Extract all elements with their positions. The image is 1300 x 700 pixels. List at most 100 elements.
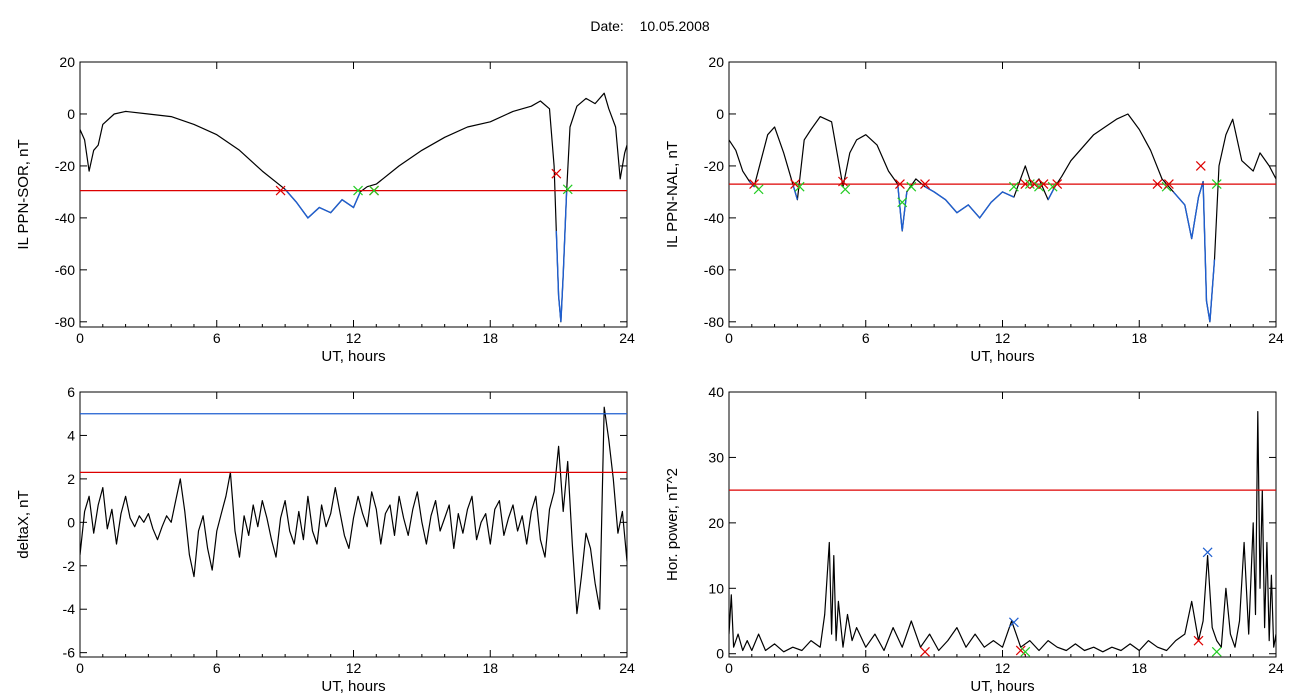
y-tick-label: 20 <box>59 54 75 70</box>
marker-cross <box>895 179 905 190</box>
y-tick-label: -60 <box>704 262 724 278</box>
x-axis-label: UT, hours <box>970 348 1034 365</box>
marker-cross <box>1152 179 1163 190</box>
marker-cross <box>838 176 848 187</box>
y-tick-label: 0 <box>67 106 75 122</box>
below-threshold-segment <box>555 191 568 322</box>
x-tick-label: 24 <box>619 330 635 346</box>
x-axis-label: UT, hours <box>970 678 1034 695</box>
y-axis-label: IL PPN-SOR, nT <box>15 139 32 249</box>
y-tick-label: -80 <box>55 314 75 330</box>
y-tick-label: -40 <box>55 210 75 226</box>
x-tick-label: 6 <box>862 660 870 676</box>
y-tick-label: 40 <box>708 384 724 400</box>
marker-cross <box>1008 181 1019 192</box>
marker-cross <box>1202 547 1213 558</box>
x-tick-label: 6 <box>213 330 221 346</box>
panel-1: 0 6 12 18 24 20 0 -20 -40 -60 -80 UT, hours IL PPN-S… <box>15 54 635 365</box>
marker-cross <box>369 185 379 196</box>
x-tick-label: 18 <box>1131 330 1147 346</box>
marker-cross <box>275 185 286 196</box>
plot-area <box>80 406 627 615</box>
series-line-1 <box>729 113 1276 323</box>
page-title: Date: 10.05.2008 <box>0 18 1300 34</box>
y-tick-label: -60 <box>55 262 75 278</box>
y-axis-label: deltaX, nT <box>15 490 32 558</box>
x-tick-label: 12 <box>346 330 362 346</box>
x-tick-label: 12 <box>995 660 1011 676</box>
marker-cross <box>790 179 801 190</box>
y-tick-label: 20 <box>708 54 724 70</box>
plot-area <box>80 92 627 323</box>
marker-cross <box>353 185 363 196</box>
y-tick-label: -4 <box>63 601 76 617</box>
x-tick-label: 6 <box>213 660 221 676</box>
date-label: Date: <box>590 18 624 34</box>
below-threshold-segment <box>1172 181 1216 322</box>
marker-cross <box>1034 181 1044 192</box>
marker-cross <box>1047 181 1058 192</box>
x-tick-label: 24 <box>619 660 635 676</box>
y-tick-label: 0 <box>67 514 75 530</box>
marker-cross <box>1008 617 1019 628</box>
x-tick-label: 12 <box>346 660 362 676</box>
marker-cross <box>753 184 764 195</box>
date-value: 10.05.2008 <box>639 18 710 34</box>
y-tick-label: -2 <box>63 558 76 574</box>
series-line-1 <box>80 92 627 323</box>
plot-frame <box>728 61 1277 328</box>
marker-cross <box>1020 179 1031 190</box>
panel-4: 0 6 12 18 24 40 30 20 10 0 UT, hours Hor. power, nT… <box>664 384 1284 695</box>
y-axis-label: IL PPN-NAL, nT <box>664 141 681 248</box>
y-tick-label: -20 <box>55 158 75 174</box>
marker-cross <box>794 181 805 192</box>
plot-area <box>729 411 1276 657</box>
y-tick-label: 4 <box>67 427 75 443</box>
y-tick-label: 0 <box>716 646 724 662</box>
below-threshold-segment <box>284 188 361 219</box>
marker-cross <box>920 646 930 657</box>
y-tick-label: 20 <box>708 515 724 531</box>
x-axis-label: UT, hours <box>321 348 385 365</box>
x-tick-label: 6 <box>862 330 870 346</box>
y-tick-label: -6 <box>63 645 76 661</box>
y-axis-label: Hor. power, nT^2 <box>664 468 681 581</box>
marker-cross <box>551 168 562 179</box>
marker-cross <box>1024 179 1035 190</box>
plot-frame <box>79 391 628 658</box>
x-tick-label: 0 <box>725 660 733 676</box>
marker-cross <box>1211 179 1222 190</box>
x-tick-label: 18 <box>482 660 498 676</box>
plot-area <box>729 113 1276 323</box>
marker-cross <box>1020 646 1031 657</box>
marker-cross <box>1195 160 1206 171</box>
marker-cross <box>562 184 573 195</box>
x-tick-label: 12 <box>995 330 1011 346</box>
x-tick-label: 18 <box>1131 660 1147 676</box>
x-tick-label: 24 <box>1268 660 1284 676</box>
x-tick-label: 0 <box>76 330 84 346</box>
below-threshold-segment <box>924 186 1015 220</box>
series-line-1 <box>729 411 1276 653</box>
x-tick-label: 0 <box>725 330 733 346</box>
marker-cross <box>1052 179 1063 190</box>
marker-cross <box>1193 635 1204 646</box>
marker-cross <box>1029 179 1040 190</box>
below-threshold-segment <box>897 184 908 231</box>
y-tick-label: 2 <box>67 471 75 487</box>
marker-cross <box>897 197 908 208</box>
marker-cross <box>1163 179 1174 190</box>
panel-2: 0 6 12 18 24 20 0 -20 -40 -60 -80 UT, hours IL PPN-N… <box>664 54 1284 365</box>
marker-cross <box>1211 646 1222 657</box>
marker-cross <box>1038 179 1049 190</box>
marker-cross <box>840 184 851 195</box>
y-tick-label: 10 <box>708 580 724 596</box>
y-tick-label: -80 <box>704 314 724 330</box>
below-threshold-segment <box>1047 186 1056 201</box>
y-tick-label: -40 <box>704 210 724 226</box>
x-tick-label: 0 <box>76 660 84 676</box>
y-tick-label: 0 <box>716 106 724 122</box>
below-threshold-segment <box>792 183 799 200</box>
y-tick-label: 6 <box>67 384 75 400</box>
